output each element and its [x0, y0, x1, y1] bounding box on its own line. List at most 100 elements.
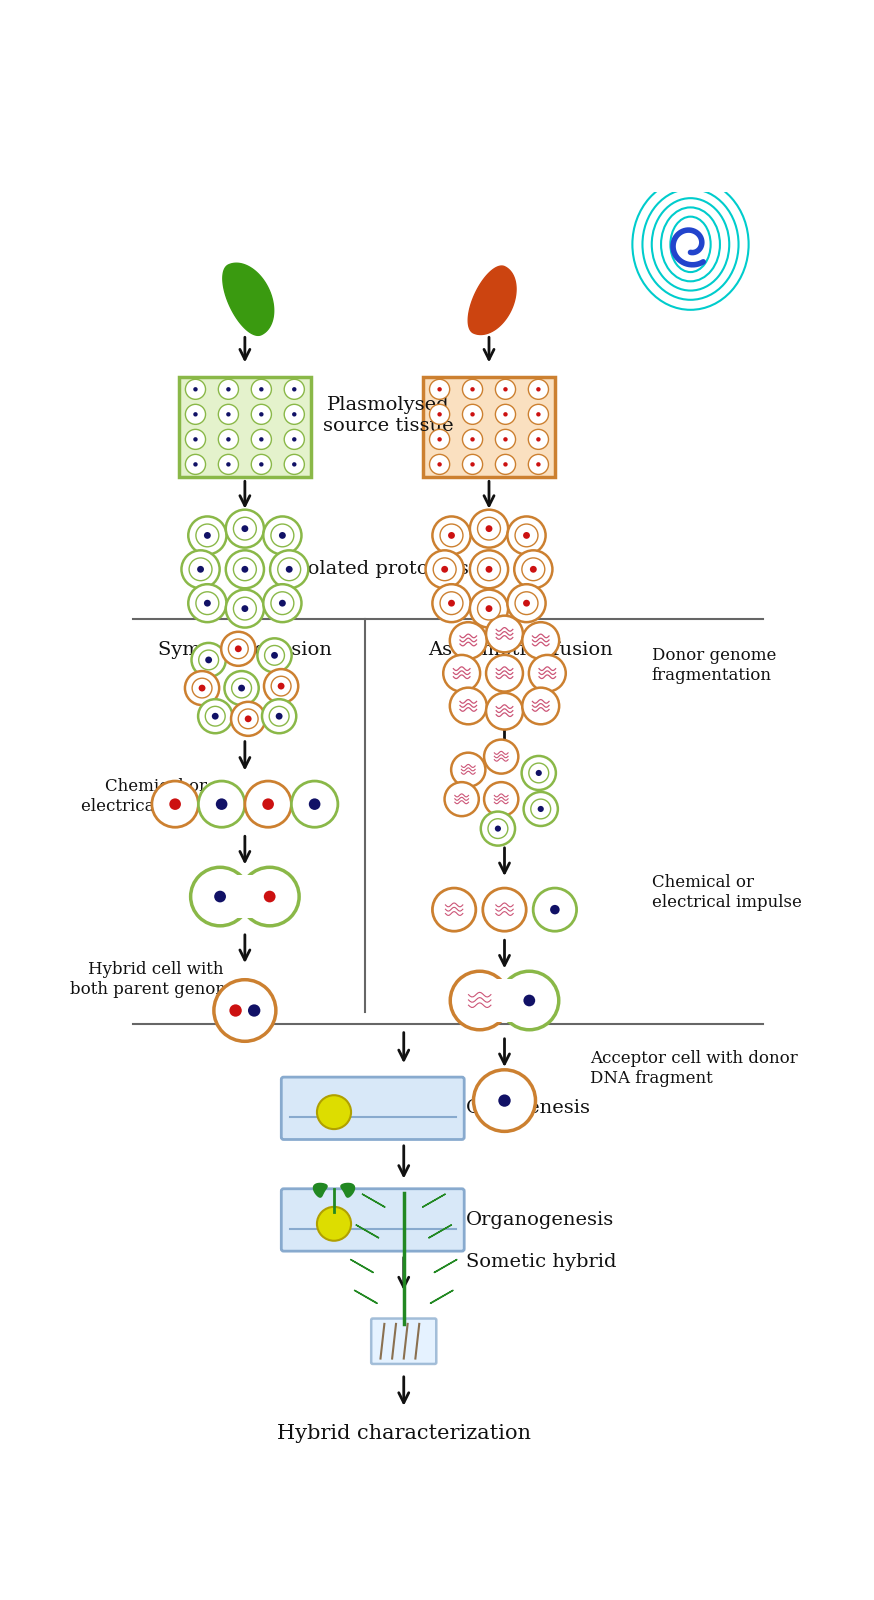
Circle shape	[500, 971, 558, 1030]
Circle shape	[226, 462, 231, 467]
Circle shape	[218, 379, 239, 400]
Circle shape	[508, 584, 545, 622]
Circle shape	[192, 678, 212, 698]
Circle shape	[503, 387, 508, 392]
Polygon shape	[362, 1194, 385, 1206]
Circle shape	[481, 811, 515, 846]
Circle shape	[232, 678, 252, 698]
Circle shape	[523, 688, 559, 725]
Circle shape	[429, 454, 449, 474]
Circle shape	[437, 462, 442, 467]
Circle shape	[470, 437, 475, 442]
Circle shape	[205, 656, 212, 664]
Circle shape	[284, 429, 304, 450]
Circle shape	[182, 550, 219, 589]
Circle shape	[514, 550, 552, 589]
Circle shape	[257, 638, 292, 672]
Circle shape	[265, 645, 284, 666]
Circle shape	[470, 510, 508, 547]
Circle shape	[450, 971, 510, 1030]
Circle shape	[433, 517, 470, 554]
Circle shape	[193, 387, 198, 392]
Circle shape	[225, 550, 264, 589]
Text: Chemical or
electrical impulse: Chemical or electrical impulse	[652, 874, 801, 910]
Circle shape	[241, 605, 248, 613]
Circle shape	[429, 429, 449, 450]
Circle shape	[522, 558, 545, 581]
Circle shape	[185, 405, 205, 424]
Circle shape	[218, 454, 239, 474]
Circle shape	[251, 454, 272, 474]
Circle shape	[214, 891, 226, 902]
Circle shape	[470, 413, 475, 416]
Circle shape	[241, 566, 248, 573]
Circle shape	[309, 798, 321, 810]
Circle shape	[448, 600, 455, 606]
Circle shape	[470, 550, 508, 589]
FancyBboxPatch shape	[371, 1318, 436, 1363]
Polygon shape	[314, 1184, 327, 1197]
Circle shape	[529, 654, 565, 691]
Circle shape	[221, 632, 255, 666]
Circle shape	[495, 826, 501, 832]
Circle shape	[251, 405, 272, 424]
Circle shape	[188, 584, 226, 622]
Circle shape	[225, 670, 259, 706]
Circle shape	[530, 566, 537, 573]
Circle shape	[218, 405, 239, 424]
Circle shape	[198, 685, 205, 691]
Circle shape	[278, 683, 285, 690]
Circle shape	[477, 517, 501, 541]
Circle shape	[198, 699, 232, 733]
Circle shape	[259, 387, 264, 392]
Circle shape	[198, 781, 245, 827]
Circle shape	[262, 699, 296, 733]
Circle shape	[441, 566, 448, 573]
Circle shape	[191, 643, 225, 677]
Text: Acceptor cell with donor
DNA fragment: Acceptor cell with donor DNA fragment	[590, 1050, 797, 1086]
Circle shape	[269, 706, 289, 726]
Circle shape	[235, 645, 242, 653]
Circle shape	[484, 782, 518, 816]
Circle shape	[486, 605, 492, 613]
Circle shape	[233, 558, 256, 581]
Polygon shape	[429, 1224, 452, 1238]
Circle shape	[233, 517, 256, 541]
Circle shape	[486, 566, 492, 573]
Polygon shape	[341, 1184, 355, 1197]
Circle shape	[229, 1005, 242, 1016]
Bar	[220, 875, 270, 918]
Circle shape	[271, 592, 294, 614]
Circle shape	[225, 510, 264, 547]
Circle shape	[170, 798, 181, 810]
Text: Chemical or
electrical impulse: Chemical or electrical impulse	[80, 778, 231, 814]
Circle shape	[248, 1005, 260, 1016]
Circle shape	[503, 462, 508, 467]
Circle shape	[204, 600, 211, 606]
Circle shape	[240, 867, 299, 926]
Circle shape	[433, 584, 470, 622]
Circle shape	[462, 454, 482, 474]
Circle shape	[185, 454, 205, 474]
Text: Organogenesis: Organogenesis	[466, 1211, 614, 1229]
Circle shape	[503, 437, 508, 442]
Polygon shape	[350, 1259, 373, 1272]
Circle shape	[259, 462, 264, 467]
Circle shape	[212, 714, 218, 720]
Circle shape	[198, 650, 218, 670]
Circle shape	[470, 387, 475, 392]
Circle shape	[239, 709, 258, 728]
Circle shape	[486, 654, 523, 691]
Circle shape	[531, 798, 551, 819]
Circle shape	[204, 533, 211, 539]
Circle shape	[226, 413, 231, 416]
Circle shape	[448, 533, 455, 539]
Circle shape	[271, 677, 291, 696]
Circle shape	[264, 669, 298, 702]
Circle shape	[271, 525, 294, 547]
Circle shape	[440, 592, 463, 614]
Circle shape	[216, 798, 227, 810]
Polygon shape	[356, 1224, 378, 1238]
Polygon shape	[354, 1290, 377, 1304]
Circle shape	[528, 429, 549, 450]
